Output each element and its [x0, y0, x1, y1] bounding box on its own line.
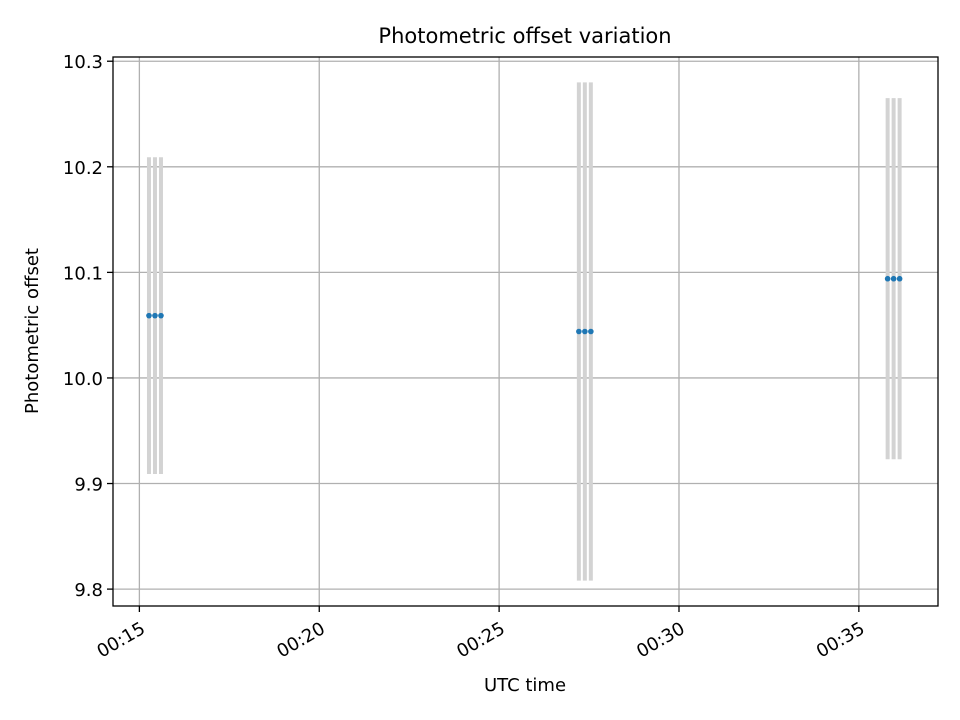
data-point — [588, 328, 594, 335]
chart-title: Photometric offset variation — [378, 24, 671, 48]
y-tick-label: 9.8 — [74, 580, 103, 601]
y-tick-label: 10.2 — [63, 158, 103, 179]
y-axis-ticks: 9.8 9.9 10.0 10.1 10.2 10.3 — [63, 52, 113, 601]
grid — [113, 57, 938, 606]
data-point — [884, 275, 891, 282]
plot-frame — [112, 56, 939, 607]
y-tick-label: 10.0 — [63, 369, 103, 390]
data-point — [158, 312, 164, 319]
data-point — [582, 328, 588, 335]
y-tick-label: 9.9 — [74, 475, 103, 496]
y-axis-title: Photometric offset — [22, 248, 43, 414]
data-points — [146, 275, 903, 335]
data-point — [896, 275, 903, 282]
data-point — [146, 312, 152, 319]
data-point — [576, 328, 582, 335]
data-point — [890, 275, 897, 282]
data-point — [152, 312, 158, 319]
y-tick-label: 10.1 — [63, 263, 103, 284]
x-axis-title: UTC time — [484, 675, 566, 696]
y-tick-label: 10.3 — [63, 52, 103, 73]
